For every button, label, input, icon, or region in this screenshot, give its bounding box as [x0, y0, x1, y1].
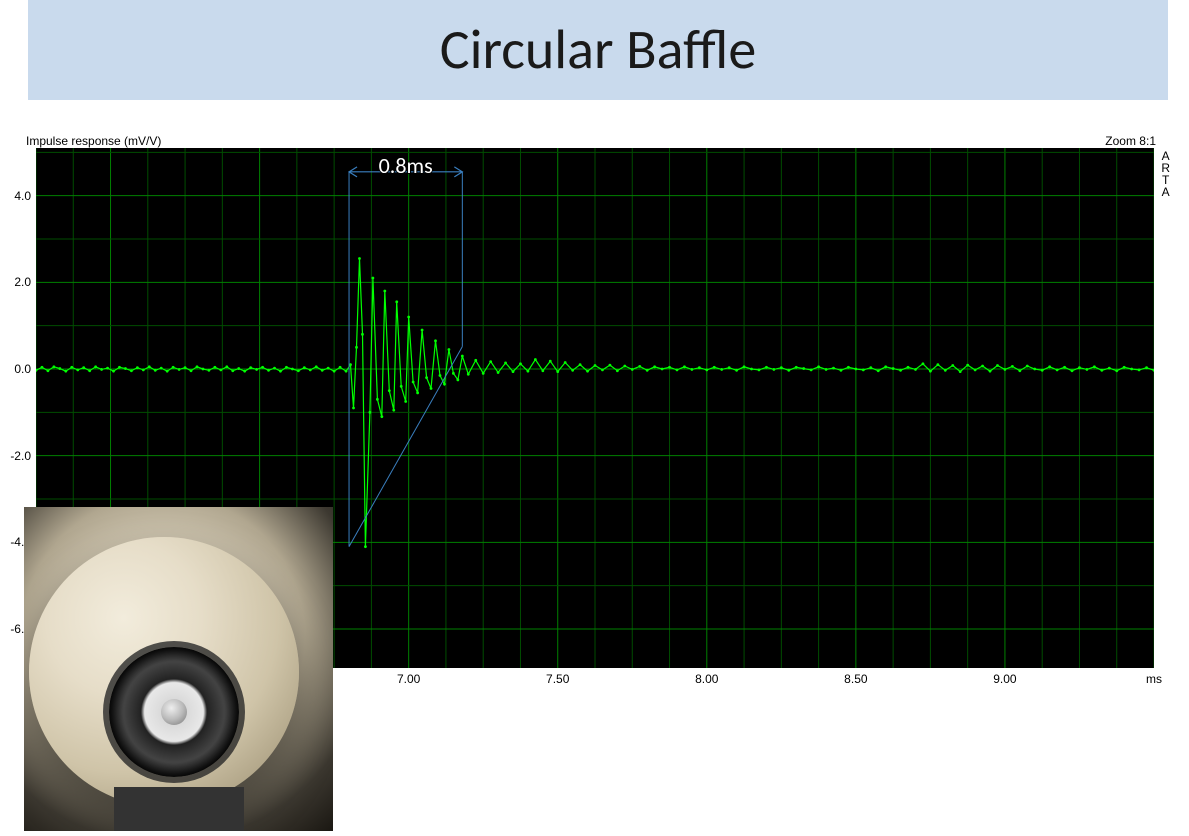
speaker-sphere [29, 537, 299, 807]
x-tick-label: 9.00 [993, 672, 1016, 686]
chart-zoom-label: Zoom 8:1 [1105, 134, 1156, 148]
slide: Circular Baffle Impulse response (mV/V) … [0, 0, 1189, 836]
x-tick-label: 7.50 [546, 672, 569, 686]
x-tick-label: 7.00 [397, 672, 420, 686]
arta-brand-label: A R T A [1161, 150, 1170, 198]
y-tick-label: 2.0 [14, 275, 31, 289]
speaker-dustcap-icon [161, 699, 187, 725]
y-tick-label: 4.0 [14, 189, 31, 203]
speaker-stand [114, 787, 244, 831]
x-tick-label: 8.00 [695, 672, 718, 686]
y-tick-label: -2.0 [10, 449, 31, 463]
x-tick-label: 8.50 [844, 672, 867, 686]
title-bar: Circular Baffle [28, 0, 1168, 100]
speaker-photo [24, 507, 333, 831]
speaker-driver-icon [109, 647, 239, 777]
chart-y-label: Impulse response (mV/V) [26, 134, 161, 148]
slide-title: Circular Baffle [440, 16, 756, 84]
y-tick-label: 0.0 [14, 362, 31, 376]
x-axis-unit: ms [1146, 672, 1162, 686]
annotation-label: 0.8ms [379, 152, 433, 179]
